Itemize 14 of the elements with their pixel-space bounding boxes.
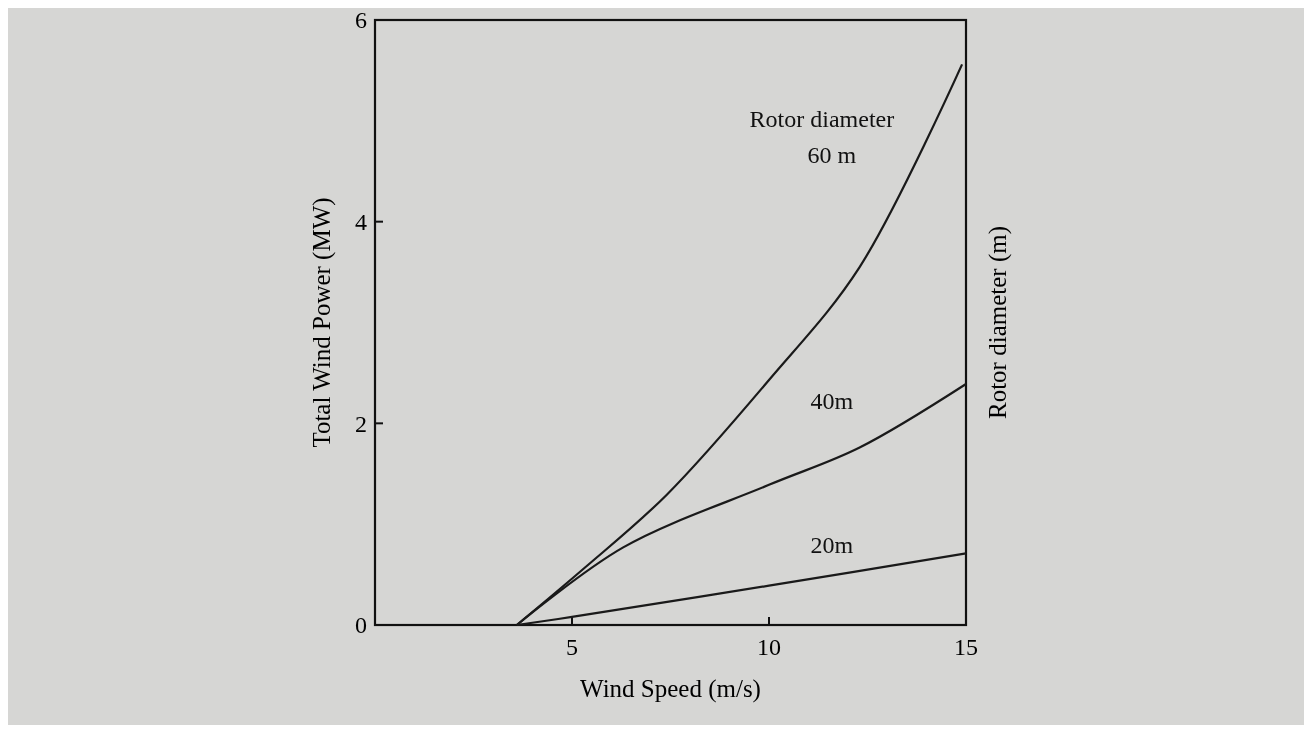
annotation: Rotor diameter <box>749 106 895 133</box>
y2-axis-title: Rotor diameter (m) <box>984 226 1012 419</box>
y-axis-title: Total Wind Power (MW) <box>308 197 336 448</box>
y-tick-label: 0 <box>355 612 367 639</box>
x-axis-title: Wind Speed (m/s) <box>580 675 761 703</box>
y-tick-label: 2 <box>355 410 367 437</box>
series-label: 20m <box>810 532 854 559</box>
text: 60 m <box>807 142 857 169</box>
y-tick-label: 6 <box>355 7 367 34</box>
x-tick-label: 5 <box>566 634 578 660</box>
series-label: 40m <box>810 388 854 415</box>
x-tick-label: 10 <box>757 634 781 660</box>
x-tick-label: 15 <box>954 634 978 660</box>
y-tick-label: 4 <box>355 209 367 236</box>
